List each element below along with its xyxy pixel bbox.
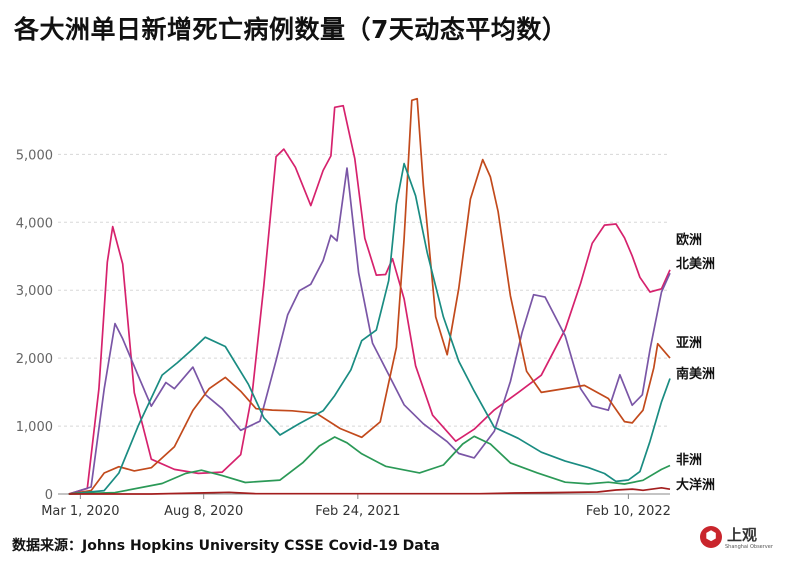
hexagon-logo-icon: ⬢ [700, 526, 722, 548]
series-line [68, 97, 671, 495]
series-label: 南美洲 [676, 366, 715, 382]
series-lines [68, 97, 671, 495]
brand-logo: ⬢ 上观 Shanghai Observer [700, 524, 773, 558]
x-tick-label: Feb 24, 2021 [315, 504, 400, 519]
series-line [68, 486, 671, 495]
x-tick-label: Aug 8, 2020 [164, 504, 243, 519]
y-tick-label: 1,000 [16, 420, 53, 435]
grid-lines [58, 153, 670, 495]
y-tick-label: 3,000 [16, 284, 53, 299]
series-label: 非洲 [676, 452, 702, 468]
y-tick-label: 0 [45, 488, 53, 503]
y-tick-label: 4,000 [16, 216, 53, 231]
series-line [68, 167, 671, 495]
x-tick-label: Mar 1, 2020 [41, 504, 119, 519]
series-line [68, 104, 671, 495]
x-tick-label: Feb 10, 2022 [586, 504, 671, 519]
series-label: 北美洲 [676, 256, 715, 272]
series-line [68, 162, 671, 495]
series-label: 欧洲 [676, 232, 702, 248]
y-tick-label: 5,000 [16, 148, 53, 163]
x-axis: Mar 1, 2020 Aug 8, 2020 Feb 24, 2021 Feb 10… [41, 494, 671, 519]
series-line [68, 435, 671, 495]
logo-text: 上观 [727, 526, 758, 544]
chart-title: 各大洲单日新增死亡病例数量（7天动态平均数） [14, 15, 568, 44]
logo-subtext: Shanghai Observer [725, 544, 773, 550]
y-axis-ticks: 0 1,000 2,000 3,000 4,000 5,000 [16, 148, 53, 503]
line-chart: 0 1,000 2,000 3,000 4,000 5,000 Mar 1, 2020 Au… [16, 97, 715, 519]
y-tick-label: 2,000 [16, 352, 53, 367]
data-source: 数据来源：Johns Hopkins University CSSE Covid… [12, 538, 440, 554]
series-label: 亚洲 [676, 336, 702, 351]
series-label: 大洋洲 [676, 477, 715, 493]
